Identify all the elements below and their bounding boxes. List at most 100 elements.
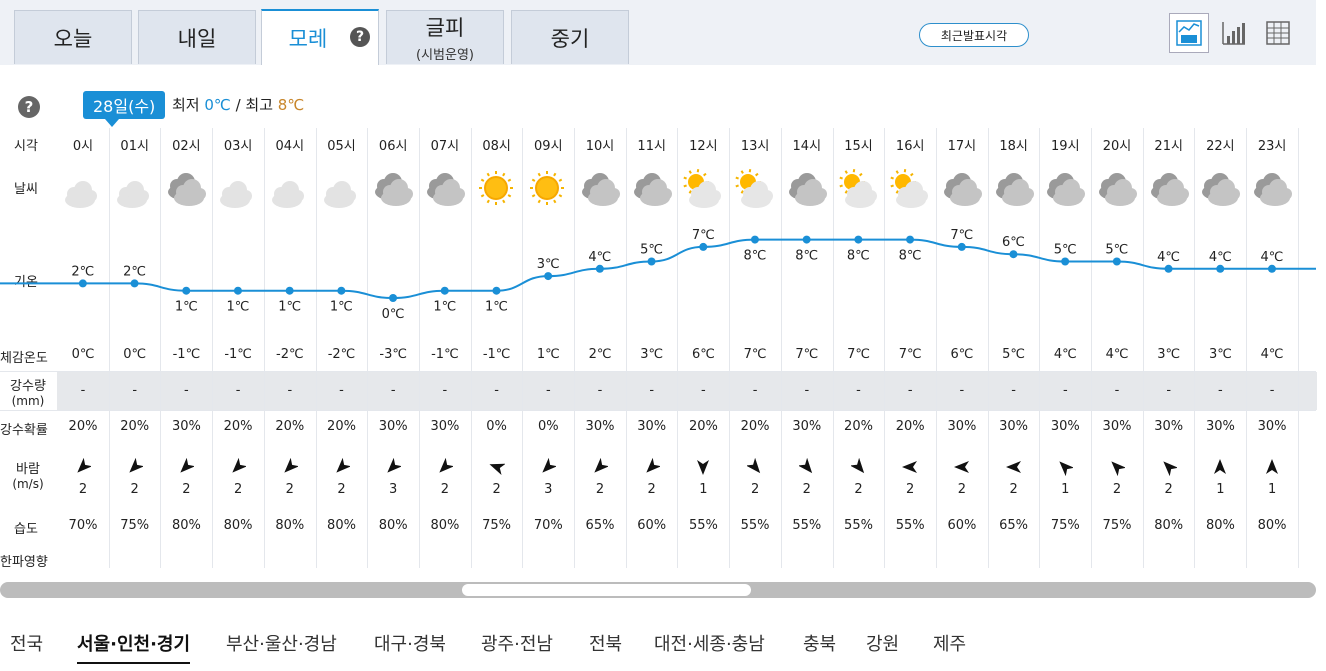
feels-like-value: 3℃ [1208, 347, 1232, 362]
hour-label: 20시 [1102, 139, 1132, 154]
temperature-point [1112, 257, 1121, 266]
feels-like-value: 4℃ [1053, 347, 1077, 362]
feels-like-value: 7℃ [898, 347, 922, 362]
cloudy-icon [419, 168, 471, 210]
humidity-value: 75% [482, 518, 512, 533]
row-divider [0, 371, 1316, 372]
region-tab[interactable]: 전국 [10, 634, 44, 655]
humidity-value: 80% [1257, 518, 1287, 533]
temperature-label: 8℃ [899, 249, 922, 264]
date-badge: 28일(수) [83, 91, 166, 127]
region-tab[interactable]: 제주 [933, 634, 967, 655]
temperature-point [802, 235, 811, 244]
region-tab[interactable]: 전북 [589, 634, 623, 655]
column-divider [263, 128, 265, 568]
temperature-label: 5℃ [640, 243, 663, 258]
region-tab[interactable]: 강원 [866, 634, 900, 655]
temperature-point [440, 286, 449, 295]
temperature-label: 5℃ [1054, 243, 1077, 258]
column-divider [108, 128, 110, 568]
temperature-point [1216, 264, 1225, 273]
wind-direction-icon [729, 458, 781, 476]
tab-label: 오늘 [53, 26, 93, 51]
tab-three-days[interactable]: 글피 (시범운영) [386, 10, 504, 64]
precipitation-value: - [132, 383, 138, 398]
precip-probability-value: 30% [1205, 419, 1235, 434]
temperature-label: 1℃ [485, 300, 508, 315]
humidity-value: 80% [327, 518, 356, 533]
wind-speed-value: 2 [647, 482, 656, 497]
latest-announcement-button[interactable]: 최근발표시각 [919, 23, 1029, 47]
wind-speed-value: 2 [440, 482, 450, 497]
temperature-point [337, 286, 346, 295]
tab-label: 글피 [425, 16, 465, 40]
hour-label: 16시 [895, 139, 925, 154]
temperature-point [130, 279, 139, 288]
bar-chart-view-button[interactable] [1214, 13, 1254, 53]
row-label-time: 시각 [14, 139, 38, 154]
graph-table-view-button[interactable] [1169, 13, 1209, 53]
temperature-label: 7℃ [692, 228, 715, 243]
region-tab[interactable]: 대전·세종·충남 [654, 634, 765, 655]
row-label-cold-impact: 한파영향 [0, 555, 48, 570]
temperature-label: 8℃ [744, 249, 767, 264]
cloudy-icon [574, 168, 626, 210]
precip-probability-value: 20% [68, 419, 98, 434]
night-cloud-icon [316, 168, 368, 210]
temperature-label: 4℃ [1209, 250, 1232, 265]
temperature-point [854, 235, 863, 244]
humidity-value: 55% [895, 518, 925, 533]
table-view-button[interactable] [1258, 13, 1298, 53]
precipitation-value: - [752, 383, 758, 398]
scrollbar-thumb[interactable] [462, 584, 751, 596]
wind-direction-icon [109, 458, 161, 476]
region-tab[interactable]: 부산·울산·경남 [226, 634, 337, 655]
help-icon[interactable]: ? [350, 27, 370, 47]
help-icon[interactable]: ? [18, 96, 40, 118]
wind-speed-value: 1 [1061, 482, 1070, 497]
wind-direction-icon [419, 458, 471, 476]
feels-like-value: 6℃ [950, 347, 974, 362]
precipitation-value: - [701, 383, 706, 398]
hour-label: 09시 [534, 139, 563, 154]
tab-today[interactable]: 오늘 [14, 10, 132, 64]
wind-speed-value: 2 [130, 482, 139, 497]
row-label-wind: 바람 (m/s) [0, 458, 56, 491]
wind-speed-value: 2 [1164, 482, 1173, 497]
wind-speed-value: 3 [389, 482, 398, 497]
wind-direction-icon [833, 458, 885, 476]
humidity-value: 55% [792, 518, 822, 533]
horizontal-scrollbar[interactable] [0, 582, 1316, 598]
row-label-feels-like: 체감온도 [0, 351, 48, 366]
wind-direction-icon [1246, 458, 1298, 476]
night-cloud-icon [57, 168, 109, 210]
temperature-point [285, 286, 294, 295]
precip-probability-value: 30% [637, 419, 667, 434]
hour-label: 17시 [947, 139, 977, 154]
hour-label: 23시 [1257, 139, 1287, 154]
cloudy-icon [160, 168, 212, 210]
tab-day-after-tomorrow[interactable]: 모레 ? [261, 9, 379, 65]
tab-tomorrow[interactable]: 내일 [138, 10, 256, 64]
hour-label: 13시 [740, 139, 770, 154]
temperature-label: 7℃ [950, 228, 973, 243]
column-divider [1246, 128, 1248, 568]
region-tab[interactable]: 서울·인천·경기 [77, 630, 191, 664]
precipitation-value: - [597, 383, 603, 398]
feels-like-value: -3℃ [379, 347, 407, 362]
temperature-label: 4℃ [1157, 250, 1180, 265]
humidity-value: 80% [430, 518, 460, 533]
precip-probability-value: 20% [223, 419, 253, 434]
precip-probability-value: 30% [1050, 419, 1080, 434]
region-tab[interactable]: 대구·경북 [374, 634, 446, 655]
temperature-point [1061, 257, 1070, 266]
wind-speed-value: 2 [595, 482, 605, 497]
feels-like-value: 0℃ [123, 347, 147, 362]
column-divider [1194, 128, 1196, 568]
cloudy-icon [367, 168, 419, 210]
region-tab[interactable]: 충북 [803, 634, 837, 655]
wind-direction-icon [316, 458, 368, 476]
min-max-temperature: 최저 0℃ / 최고 8℃ [172, 94, 304, 115]
region-tab[interactable]: 광주·전남 [481, 634, 553, 655]
tab-midterm[interactable]: 중기 [511, 10, 629, 64]
